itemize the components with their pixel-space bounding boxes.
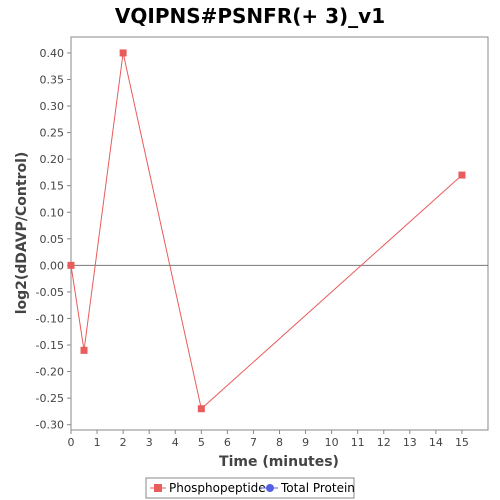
y-tick-label: 0.15	[40, 180, 65, 193]
legend-marker-total-protein	[266, 484, 274, 492]
y-tick-label: -0.20	[36, 366, 64, 379]
data-point	[80, 346, 88, 354]
x-tick-label: 14	[429, 436, 443, 449]
legend-box	[145, 477, 355, 499]
x-tick-label: 10	[325, 436, 339, 449]
data-point	[67, 261, 75, 269]
y-tick-label: 0.30	[40, 100, 65, 113]
x-tick-label: 13	[403, 436, 417, 449]
y-tick-label: -0.05	[36, 286, 64, 299]
x-tick-label: 2	[120, 436, 127, 449]
y-tick-label: 0.35	[40, 73, 65, 86]
y-tick-label: 0.00	[40, 259, 65, 272]
legend: Phosphopeptide Total Protein	[145, 477, 355, 499]
plot-area	[70, 36, 489, 431]
x-tick-label: 8	[276, 436, 283, 449]
y-axis-label: log2(dDAVP/Control)	[14, 152, 30, 315]
legend-label-phosphopeptide: Phosphopeptide	[169, 481, 266, 495]
y-tick-label: 0.10	[40, 206, 65, 219]
y-tick-label: 0.25	[40, 127, 65, 140]
x-tick-label: 7	[250, 436, 257, 449]
y-tick-label: 0.40	[40, 47, 65, 60]
y-tick-label: -0.15	[36, 339, 64, 352]
x-tick-label: 4	[172, 436, 179, 449]
data-point	[458, 171, 466, 179]
x-tick-label: 12	[377, 436, 391, 449]
x-tick-label: 0	[68, 436, 75, 449]
x-tick-label: 6	[224, 436, 231, 449]
y-tick-label: -0.30	[36, 419, 64, 432]
y-tick-label: -0.25	[36, 392, 64, 405]
x-tick-label: 9	[302, 436, 309, 449]
x-tick-label: 3	[146, 436, 153, 449]
legend-marker-phosphopeptide	[154, 484, 162, 492]
x-tick-label: 11	[351, 436, 365, 449]
data-point	[197, 405, 205, 413]
x-axis-label: Time (minutes)	[219, 454, 339, 470]
y-axis: 0.40 0.35 0.30 0.25 0.20 0.15 0.10 0.05 0.00 -0.0…	[36, 47, 71, 432]
chart-title: VQIPNS#PSNFR(+ 3)_v1	[115, 4, 385, 28]
x-axis: 0 1 2 3 4 5 6 7 8 9 10 11 12 13 14 15	[68, 430, 469, 449]
x-tick-label: 1	[94, 436, 101, 449]
legend-label-total-protein: Total Protein	[280, 481, 355, 495]
x-tick-label: 15	[455, 436, 469, 449]
series-layer	[67, 49, 466, 413]
y-tick-label: 0.20	[40, 153, 65, 166]
y-tick-label: 0.05	[40, 233, 65, 246]
x-tick-label: 5	[198, 436, 205, 449]
data-point	[119, 49, 127, 57]
y-tick-label: -0.10	[36, 312, 64, 325]
